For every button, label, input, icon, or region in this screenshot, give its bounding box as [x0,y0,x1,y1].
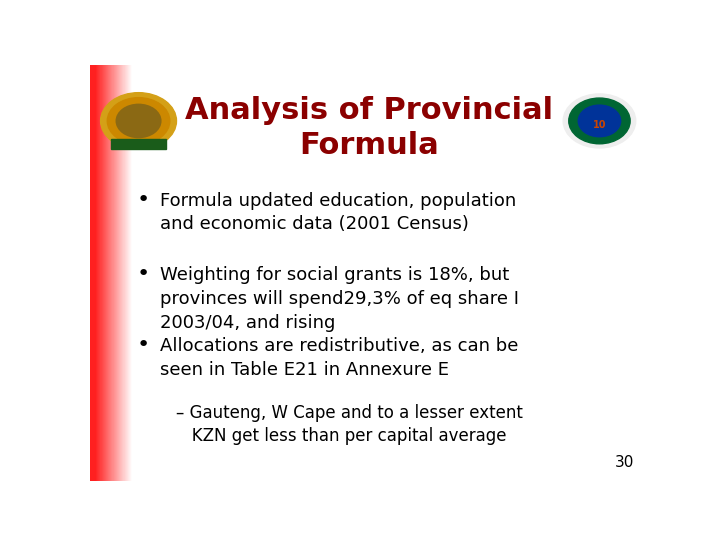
Bar [122,65,124,481]
Bar [105,65,107,481]
Text: •: • [136,265,150,285]
Text: Analysis of Provincial
Formula: Analysis of Provincial Formula [185,96,553,160]
Bar [100,65,101,481]
Circle shape [563,94,636,148]
Bar [116,65,117,481]
Bar [124,65,125,481]
Text: 10: 10 [593,120,606,130]
Bar [104,65,105,481]
Bar [111,65,112,481]
Bar [108,65,109,481]
Bar [114,65,115,481]
Bar [125,65,126,481]
Bar [94,65,95,481]
Bar [114,65,116,481]
Bar [103,65,104,481]
Bar [101,65,102,481]
Bar [124,65,125,481]
Bar [96,65,98,481]
Bar [98,65,99,481]
Bar [95,65,96,481]
Bar [122,65,123,481]
Bar [119,65,120,481]
Bar [129,65,130,481]
Bar [102,65,104,481]
Bar [123,65,124,481]
Bar [101,65,102,481]
Text: Formula updated education, population
and economic data (2001 Census): Formula updated education, population an… [160,192,516,233]
Text: •: • [136,335,150,355]
Bar [110,65,112,481]
Bar [117,65,118,481]
Bar [99,65,100,481]
Bar [107,65,108,481]
Text: Weighting for social grants is 18%, but
provinces will spend29,3% of eq share I
: Weighting for social grants is 18%, but … [160,266,518,332]
Bar [94,65,95,481]
Bar [118,65,119,481]
Text: 30: 30 [615,455,634,470]
Bar [92,65,93,481]
Bar [117,65,118,481]
Text: •: • [136,190,150,210]
Bar [121,65,122,481]
Bar [93,65,94,481]
Text: Allocations are redistributive, as can be
seen in Table E21 in Annexure E: Allocations are redistributive, as can b… [160,337,518,379]
Bar [97,65,99,481]
Circle shape [101,93,176,149]
Bar [120,65,122,481]
Bar [91,65,93,481]
Bar [90,65,96,481]
Bar [128,65,130,481]
Bar [126,65,127,481]
Bar [131,65,132,481]
Bar [129,65,130,481]
Text: – Gauteng, W Cape and to a lesser extent
   KZN get less than per capital averag: – Gauteng, W Cape and to a lesser extent… [176,404,523,446]
Bar [109,65,110,481]
Circle shape [116,104,161,138]
Bar [125,65,127,481]
Bar [91,65,92,481]
Bar [120,65,121,481]
Bar [102,65,103,481]
Bar [108,65,109,481]
Bar [109,65,110,481]
Bar [107,65,108,481]
Bar [95,65,96,481]
Bar [110,65,111,481]
Bar [112,65,113,481]
Bar [99,65,101,481]
Bar [127,65,128,481]
Bar [111,139,166,149]
Circle shape [578,105,621,137]
Bar [130,65,131,481]
Bar [113,65,114,481]
Bar [118,65,120,481]
Bar [90,65,91,481]
Bar [127,65,129,481]
Bar [112,65,114,481]
Bar [96,65,97,481]
Bar [116,65,117,481]
Bar [131,65,132,481]
Circle shape [107,98,170,144]
Circle shape [569,98,630,144]
Bar [115,65,116,481]
Bar [93,65,94,481]
Bar [106,65,107,481]
Bar [130,65,131,481]
Bar [104,65,106,481]
